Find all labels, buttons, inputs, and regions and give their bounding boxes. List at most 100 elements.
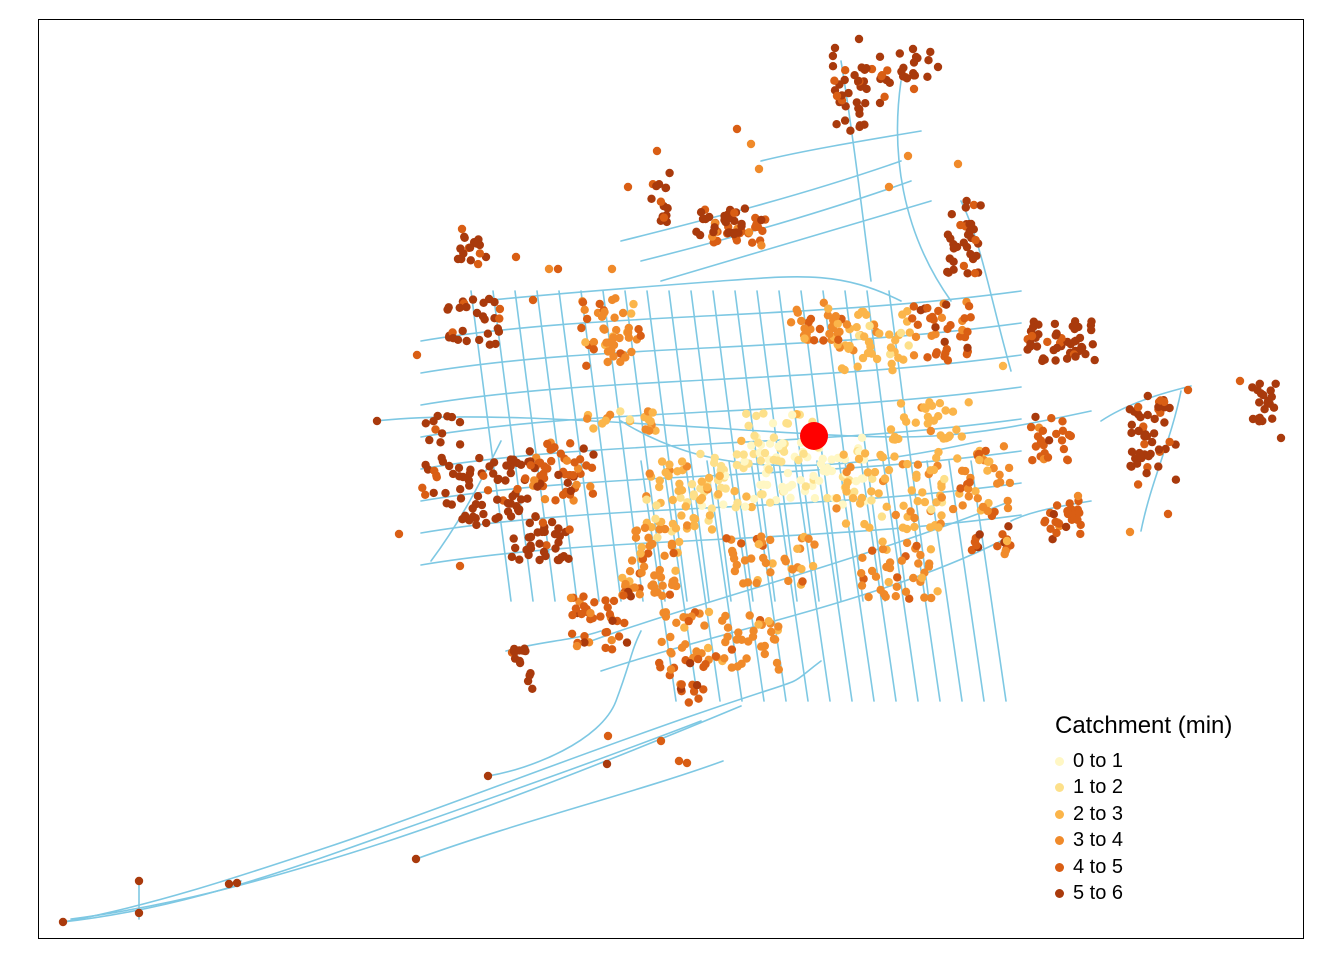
- origin-point: [800, 422, 828, 450]
- catchment-node: [1026, 422, 1036, 432]
- catchment-node: [868, 474, 877, 483]
- catchment-node: [972, 541, 981, 550]
- catchment-node: [547, 456, 556, 466]
- road-segment: [620, 420, 982, 467]
- catchment-node: [923, 353, 932, 362]
- catchment-node: [562, 456, 572, 465]
- road-segment: [620, 160, 902, 242]
- catchment-node: [515, 555, 524, 564]
- catchment-node: [894, 353, 903, 362]
- catchment-node: [566, 593, 576, 603]
- catchment-node: [1149, 429, 1159, 438]
- catchment-node: [460, 233, 469, 242]
- catchment-node: [511, 543, 520, 553]
- catchment-node: [653, 533, 662, 542]
- catchment-node: [650, 588, 659, 597]
- catchment-node: [739, 579, 748, 588]
- catchment-node: [589, 450, 598, 459]
- catchment-node: [867, 496, 876, 505]
- catchment-node: [1002, 536, 1012, 546]
- catchment-node: [882, 562, 891, 572]
- catchment-node: [932, 498, 941, 507]
- catchment-node: [538, 518, 548, 527]
- catchment-node: [1001, 546, 1010, 556]
- catchment-node: [720, 654, 729, 663]
- catchment-node: [583, 414, 592, 423]
- catchment-node: [756, 490, 766, 499]
- catchment-node: [1271, 379, 1280, 388]
- catchment-node: [475, 453, 484, 463]
- catchment-node: [910, 513, 919, 523]
- catchment-node: [1070, 337, 1079, 346]
- catchment-node: [926, 47, 935, 57]
- catchment-node: [661, 468, 670, 477]
- catchment-node: [701, 660, 710, 669]
- catchment-node: [598, 419, 607, 428]
- catchment-node: [685, 659, 695, 668]
- catchment-node: [495, 304, 505, 314]
- catchment-node: [556, 449, 565, 458]
- catchment-node: [958, 501, 967, 510]
- catchment-node: [924, 562, 934, 571]
- catchment-node: [232, 878, 242, 888]
- catchment-node: [786, 493, 795, 502]
- catchment-node: [861, 99, 870, 108]
- catchment-node: [658, 581, 667, 590]
- catchment-node: [732, 460, 742, 470]
- catchment-node: [916, 550, 925, 560]
- catchment-node: [455, 472, 464, 481]
- catchment-node: [810, 494, 820, 503]
- catchment-node: [778, 482, 787, 492]
- catchment-node: [844, 88, 853, 98]
- catchment-node: [891, 510, 900, 520]
- catchment-node: [748, 238, 757, 247]
- catchment-node: [703, 643, 713, 653]
- catchment-node: [853, 362, 862, 371]
- catchment-node: [1057, 436, 1067, 445]
- road-segment: [415, 760, 724, 860]
- catchment-node: [429, 488, 438, 498]
- catchment-node: [1268, 414, 1277, 423]
- catchment-node: [1044, 436, 1054, 445]
- catchment-node: [959, 238, 968, 247]
- catchment-node: [516, 495, 526, 504]
- catchment-node: [916, 306, 925, 315]
- catchment-node: [566, 486, 576, 496]
- catchment-node: [953, 454, 962, 463]
- catchment-node: [640, 523, 650, 533]
- catchment-node: [729, 554, 739, 563]
- catchment-node: [648, 408, 657, 417]
- catchment-node: [764, 465, 774, 474]
- catchment-node: [437, 429, 447, 438]
- catchment-node: [1183, 385, 1193, 395]
- catchment-node: [913, 320, 922, 329]
- catchment-node: [477, 500, 487, 510]
- catchment-node: [964, 302, 974, 311]
- catchment-node: [1075, 508, 1084, 518]
- catchment-node: [608, 616, 617, 625]
- catchment-node: [742, 492, 751, 501]
- catchment-node: [412, 350, 422, 360]
- catchment-node: [673, 467, 682, 476]
- catchment-node: [948, 407, 958, 416]
- catchment-node: [957, 432, 966, 441]
- road-segment: [866, 290, 908, 602]
- catchment-node: [740, 204, 750, 213]
- legend-swatch-icon: [1055, 756, 1064, 766]
- catchment-node: [769, 433, 779, 442]
- catchment-node: [744, 228, 754, 237]
- catchment-node: [615, 333, 624, 343]
- road-segment: [960, 200, 1012, 372]
- catchment-node: [490, 297, 499, 307]
- catchment-node: [582, 361, 591, 370]
- catchment-node: [871, 572, 881, 581]
- catchment-node: [937, 493, 946, 502]
- road-segment: [1140, 390, 1182, 532]
- catchment-node: [1051, 331, 1060, 340]
- catchment-node: [909, 302, 918, 311]
- catchment-node: [902, 417, 911, 426]
- catchment-node: [880, 474, 890, 483]
- catchment-node: [784, 483, 793, 492]
- catchment-node: [668, 495, 677, 505]
- catchment-node: [513, 484, 522, 494]
